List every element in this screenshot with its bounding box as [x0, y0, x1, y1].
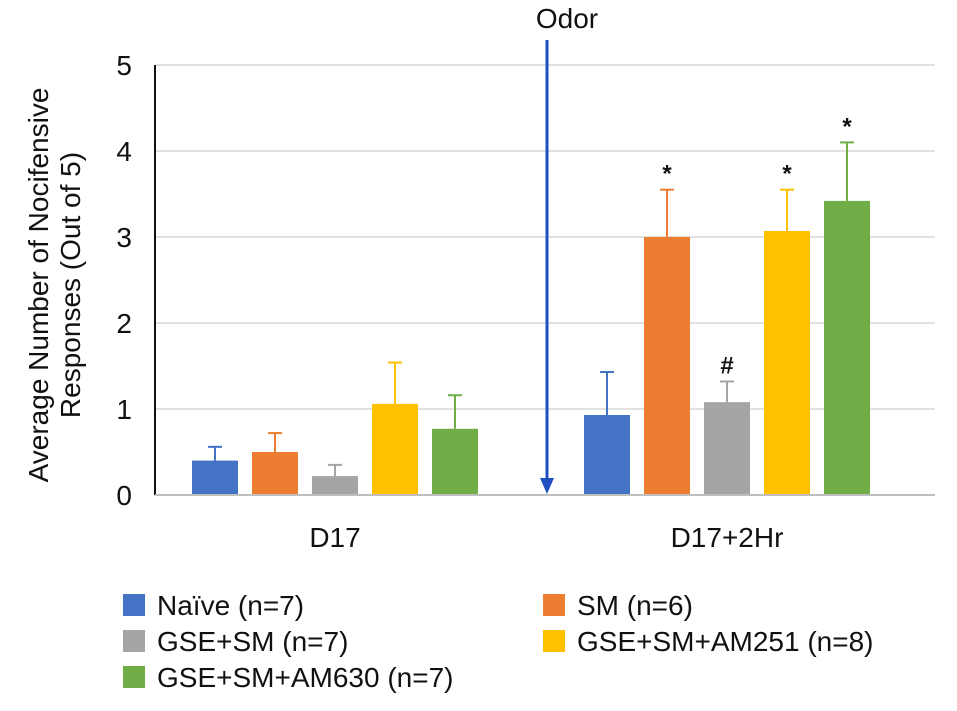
y-axis-label-line1: Average Number of Nocifensive	[23, 88, 54, 483]
significance-annotation: *	[662, 161, 672, 188]
legend-swatch	[123, 594, 145, 616]
legend-label: GSE+SM+AM630 (n=7)	[157, 662, 453, 693]
bar	[432, 428, 478, 495]
significance-annotation: #	[720, 352, 733, 379]
bar	[704, 402, 750, 495]
bar	[764, 230, 810, 496]
error-bars	[208, 141, 854, 477]
y-axis-label-line2: Responses (Out of 5)	[55, 152, 86, 418]
bar	[192, 460, 238, 495]
bars	[192, 200, 870, 496]
odor-marker: Odor	[536, 3, 598, 494]
bar	[824, 200, 870, 495]
bar	[252, 452, 298, 495]
significance-annotations: * # * *	[662, 113, 852, 379]
legend-swatch	[123, 666, 145, 688]
odor-label: Odor	[536, 3, 598, 34]
y-tick-label: 0	[116, 480, 132, 511]
legend: Naïve (n=7) SM (n=6) GSE+SM (n=7) GSE+SM+AM…	[123, 590, 873, 693]
legend-swatch	[543, 630, 565, 652]
bar	[584, 415, 630, 495]
y-tick-label: 2	[116, 308, 132, 339]
legend-label: GSE+SM (n=7)	[157, 626, 348, 657]
category-label: D17	[309, 522, 360, 553]
significance-annotation: *	[782, 161, 792, 188]
y-tick-label: 3	[116, 222, 132, 253]
significance-annotation: *	[842, 113, 852, 140]
odor-arrowhead	[540, 478, 554, 494]
category-labels: D17 D17+2Hr	[309, 522, 783, 553]
y-tick-label: 5	[116, 50, 132, 81]
legend-label: SM (n=6)	[577, 590, 693, 621]
bar	[312, 476, 358, 495]
gridlines	[155, 64, 935, 410]
x-axis	[154, 65, 935, 496]
legend-label: Naïve (n=7)	[157, 590, 304, 621]
y-tick-label: 1	[116, 394, 132, 425]
y-tick-label: 4	[116, 136, 132, 167]
y-tick-labels: 0 1 2 3 4 5	[116, 50, 132, 511]
legend-swatch	[123, 630, 145, 652]
legend-label: GSE+SM+AM251 (n=8)	[577, 626, 873, 657]
legend-swatch	[543, 594, 565, 616]
bar	[644, 237, 690, 495]
category-label: D17+2Hr	[671, 522, 784, 553]
bar	[372, 403, 418, 495]
